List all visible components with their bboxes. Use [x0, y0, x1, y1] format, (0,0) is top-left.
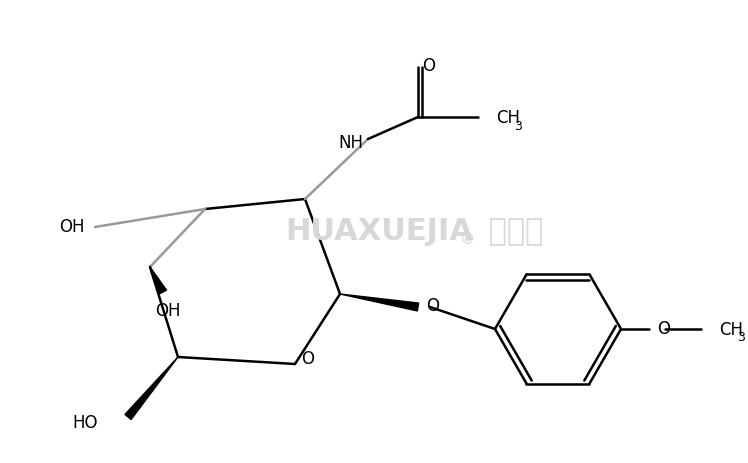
Text: CH: CH [719, 320, 743, 338]
Text: O: O [426, 296, 439, 314]
Text: O: O [301, 349, 314, 367]
Text: O: O [657, 319, 670, 337]
Text: ®: ® [460, 232, 475, 246]
Text: CH: CH [496, 109, 520, 127]
Text: O: O [422, 57, 435, 75]
Text: 3: 3 [737, 331, 745, 344]
Text: OH: OH [156, 301, 181, 319]
Text: NH: NH [338, 134, 363, 152]
Polygon shape [340, 294, 419, 311]
Text: 化学加: 化学加 [478, 217, 543, 246]
Text: 3: 3 [514, 119, 522, 132]
Text: OH: OH [60, 218, 85, 236]
Polygon shape [125, 357, 178, 419]
Text: HUAXUEJIA: HUAXUEJIA [285, 217, 473, 246]
Text: HO: HO [73, 413, 98, 431]
Polygon shape [150, 268, 167, 294]
